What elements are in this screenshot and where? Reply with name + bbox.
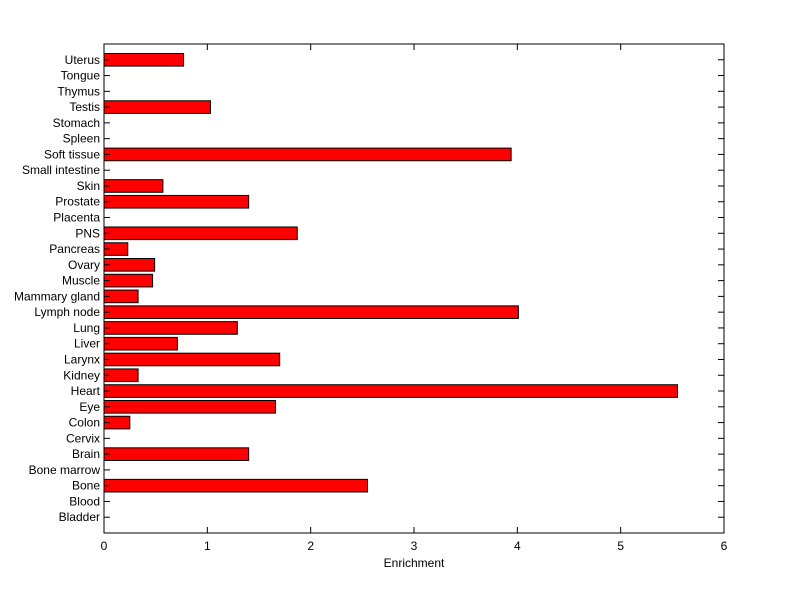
y-tick-label: Uterus	[65, 53, 100, 67]
bar-liver	[103, 336, 178, 351]
bar-bone	[103, 478, 368, 493]
x-tick-label: 2	[307, 539, 314, 553]
bar-prostate	[103, 194, 250, 209]
y-tick-label: Spleen	[63, 132, 100, 146]
plot-frame	[103, 43, 725, 534]
bar-pns	[103, 226, 298, 241]
bar-heart	[103, 384, 678, 398]
y-tick-label: Stomach	[53, 116, 100, 130]
y-tick-label: Placenta	[53, 211, 100, 225]
y-tick-label: Pancreas	[49, 242, 100, 256]
bar-larynx	[103, 352, 281, 367]
x-tick-label: 4	[514, 539, 521, 553]
x-tick-label: 5	[617, 539, 624, 553]
x-tick-label: 6	[721, 539, 728, 553]
y-tick-label: Liver	[74, 337, 100, 351]
y-tick-label: Muscle	[62, 274, 100, 288]
y-tick-label: Small intestine	[22, 163, 100, 177]
x-axis: 0 1 2 3 4 5 6	[101, 44, 728, 553]
x-tick-label: 3	[411, 539, 418, 553]
y-tick-label: Cervix	[66, 431, 100, 445]
x-axis-label: Enrichment	[384, 556, 445, 570]
bar-ovary	[103, 258, 156, 272]
bar-lung	[103, 321, 238, 335]
y-tick-label: PNS	[75, 226, 100, 240]
bar-skin	[103, 179, 164, 193]
y-tick-label: Tongue	[61, 69, 101, 83]
y-tick-label: Prostate	[55, 195, 100, 209]
y-tick-label: Lymph node	[34, 305, 100, 319]
y-tick-label: Lung	[73, 321, 100, 335]
y-tick-label: Testis	[69, 100, 100, 114]
y-tick-label: Bladder	[59, 510, 100, 524]
x-tick-label: 1	[204, 539, 211, 553]
x-tick-label: 0	[101, 539, 108, 553]
y-tick-label: Blood	[69, 494, 100, 508]
y-tick-label: Colon	[69, 416, 100, 430]
y-tick-label: Brain	[72, 447, 100, 461]
y-tick-label: Skin	[77, 179, 100, 193]
bar-lymph-node	[103, 305, 519, 319]
y-tick-label: Eye	[79, 400, 100, 414]
y-tick-label: Thymus	[57, 84, 100, 98]
y-tick-label: Larynx	[64, 352, 100, 366]
bar-testis	[103, 100, 211, 114]
bars-group	[103, 52, 678, 493]
bar-eye	[103, 399, 277, 414]
bar-brain	[103, 447, 250, 461]
y-tick-label: Mammary gland	[14, 289, 100, 303]
bar-uterus	[103, 52, 185, 67]
y-tick-label: Kidney	[63, 368, 100, 382]
bar-muscle	[103, 273, 154, 288]
y-tick-label: Bone	[72, 479, 100, 493]
y-tick-label: Ovary	[68, 258, 100, 272]
bar-soft-tissue	[103, 147, 512, 162]
y-tick-label: Soft tissue	[44, 147, 100, 161]
y-tick-label: Heart	[71, 384, 101, 398]
y-tick-label: Bone marrow	[29, 463, 101, 477]
